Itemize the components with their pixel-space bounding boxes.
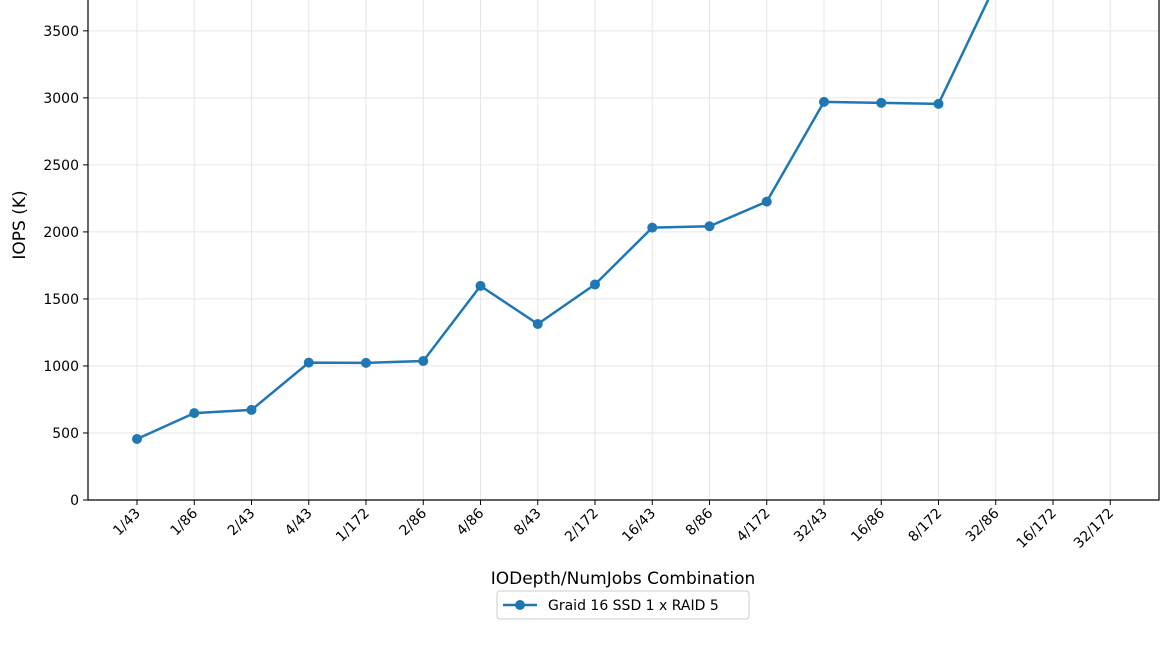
x-tick-label: 16/172	[1014, 506, 1060, 552]
y-tick-label: 2000	[43, 225, 79, 241]
point	[303, 357, 314, 368]
x-tick-label: 4/86	[454, 505, 488, 539]
point	[532, 318, 543, 329]
point	[704, 221, 715, 232]
x-tick-label: 8/43	[511, 506, 545, 540]
point	[246, 404, 257, 415]
line	[136, 0, 990, 441]
x-tick-label: 2/86	[397, 505, 431, 539]
legend-label: Graid 16 SSD 1 x RAID 5	[548, 598, 719, 614]
y-tick-label: 0	[70, 493, 79, 509]
point	[933, 98, 944, 109]
point	[475, 280, 486, 291]
x-tick-label: 1/43	[110, 506, 144, 540]
point	[590, 279, 600, 290]
x-tick-label: 16/86	[848, 505, 888, 545]
point	[647, 222, 658, 233]
point	[761, 196, 772, 207]
x-tick-label: 1/172	[333, 506, 373, 546]
y-tick-label: 3000	[43, 91, 79, 107]
y-tick-label: 1500	[43, 292, 79, 308]
x-tick-label: 16/43	[619, 506, 659, 546]
x-axis-label: IODepth/NumJobs Combination	[491, 569, 756, 589]
legend: Graid 16 SSD 1 x RAID 5	[496, 590, 750, 620]
x-tick-label: 8/86	[683, 505, 717, 539]
y-tick-label: 2500	[43, 158, 79, 174]
axes-frame	[87, 0, 1160, 501]
y-tick-label: 3500	[43, 24, 79, 40]
x-tick-label: 4/172	[734, 506, 774, 546]
x-tick-label: 1/86	[168, 505, 202, 539]
point	[418, 355, 429, 366]
point	[876, 97, 887, 108]
x-tick-label: 32/172	[1071, 506, 1117, 552]
y-axis-label: IOPS (K)	[10, 190, 30, 259]
x-tick-label: 2/43	[225, 506, 259, 540]
x-tick-label: 32/86	[963, 505, 1003, 545]
x-tick-label: 2/172	[562, 506, 602, 546]
y-tick-label: 1000	[43, 359, 79, 375]
point	[189, 408, 200, 419]
legend-box	[496, 590, 750, 620]
x-tick-label: 32/43	[791, 506, 831, 546]
point	[132, 434, 142, 445]
point	[361, 357, 371, 368]
x-tick-label: 8/172	[905, 506, 945, 546]
legend-marker	[515, 600, 525, 610]
point	[819, 96, 829, 107]
y-tick-label: 500	[52, 426, 79, 442]
x-tick-label: 4/43	[282, 506, 316, 540]
